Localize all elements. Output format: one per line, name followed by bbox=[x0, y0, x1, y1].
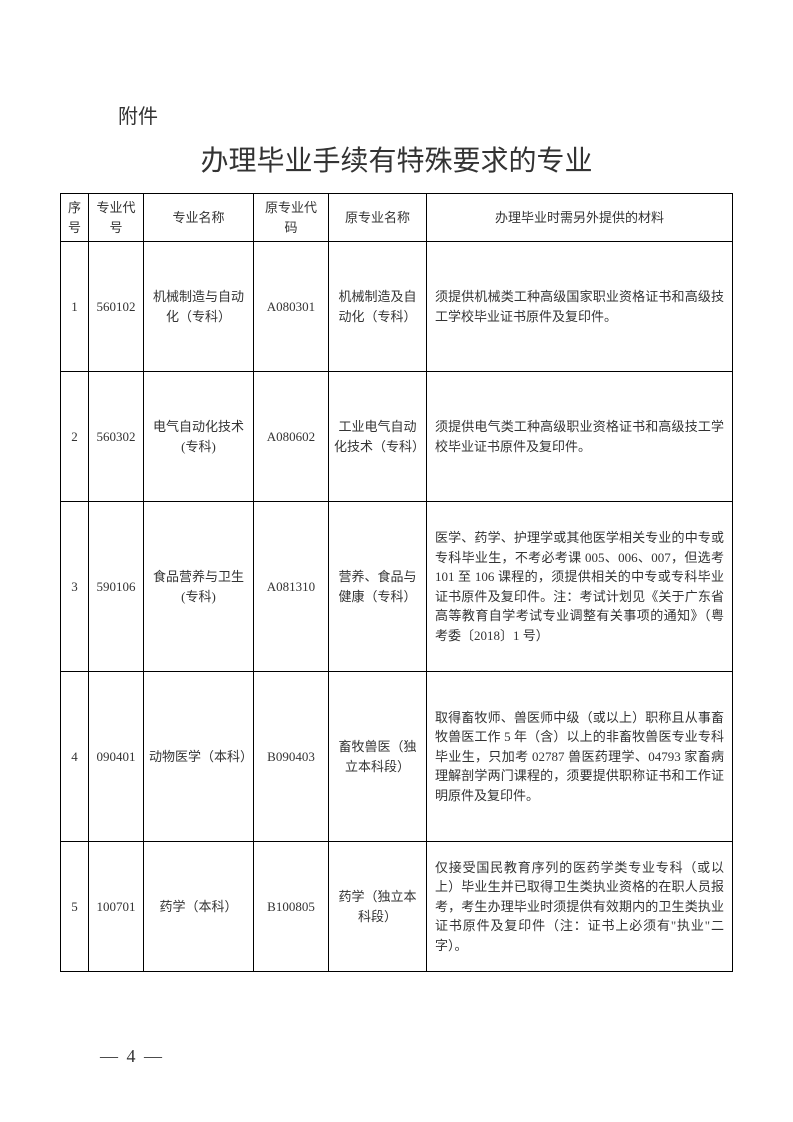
cell-orig-name: 营养、食品与健康（专科） bbox=[329, 502, 427, 672]
cell-name: 动物医学（本科） bbox=[144, 672, 254, 842]
cell-name: 食品营养与卫生(专科) bbox=[144, 502, 254, 672]
cell-seq: 3 bbox=[61, 502, 89, 672]
cell-seq: 1 bbox=[61, 242, 89, 372]
table-row: 1 560102 机械制造与自动化（专科） A080301 机械制造及自动化（专… bbox=[61, 242, 733, 372]
header-material: 办理毕业时需另外提供的材料 bbox=[427, 194, 733, 242]
cell-orig-name: 畜牧兽医（独立本科段） bbox=[329, 672, 427, 842]
cell-orig-code: B090403 bbox=[254, 672, 329, 842]
cell-material: 取得畜牧师、兽医师中级（或以上）职称且从事畜牧兽医工作 5 年（含）以上的非畜牧… bbox=[427, 672, 733, 842]
cell-orig-code: A080301 bbox=[254, 242, 329, 372]
header-name: 专业名称 bbox=[144, 194, 254, 242]
cell-material: 仅接受国民教育序列的医药学类专业专科（或以上）毕业生并已取得卫生类执业资格的在职… bbox=[427, 842, 733, 972]
cell-material: 须提供电气类工种高级职业资格证书和高级技工学校毕业证书原件及复印件。 bbox=[427, 372, 733, 502]
table-header-row: 序号 专业代号 专业名称 原专业代码 原专业名称 办理毕业时需另外提供的材料 bbox=[61, 194, 733, 242]
cell-orig-code: A080602 bbox=[254, 372, 329, 502]
cell-orig-code: B100805 bbox=[254, 842, 329, 972]
cell-orig-name: 机械制造及自动化（专科） bbox=[329, 242, 427, 372]
table-row: 2 560302 电气自动化技术(专科) A080602 工业电气自动化技术（专… bbox=[61, 372, 733, 502]
cell-name: 机械制造与自动化（专科） bbox=[144, 242, 254, 372]
cell-seq: 4 bbox=[61, 672, 89, 842]
cell-orig-name: 工业电气自动化技术（专科） bbox=[329, 372, 427, 502]
page-number: — 4 — bbox=[100, 1046, 164, 1067]
cell-code: 590106 bbox=[89, 502, 144, 672]
cell-code: 090401 bbox=[89, 672, 144, 842]
table-row: 4 090401 动物医学（本科） B090403 畜牧兽医（独立本科段） 取得… bbox=[61, 672, 733, 842]
cell-name: 药学（本科） bbox=[144, 842, 254, 972]
table-row: 5 100701 药学（本科） B100805 药学（独立本科段） 仅接受国民教… bbox=[61, 842, 733, 972]
cell-name: 电气自动化技术(专科) bbox=[144, 372, 254, 502]
header-code: 专业代号 bbox=[89, 194, 144, 242]
cell-code: 560302 bbox=[89, 372, 144, 502]
cell-seq: 5 bbox=[61, 842, 89, 972]
header-orig-code: 原专业代码 bbox=[254, 194, 329, 242]
cell-code: 100701 bbox=[89, 842, 144, 972]
cell-material: 须提供机械类工种高级国家职业资格证书和高级技工学校毕业证书原件及复印件。 bbox=[427, 242, 733, 372]
cell-orig-code: A081310 bbox=[254, 502, 329, 672]
requirements-table: 序号 专业代号 专业名称 原专业代码 原专业名称 办理毕业时需另外提供的材料 1… bbox=[60, 193, 733, 972]
attachment-label: 附件 bbox=[118, 100, 733, 129]
header-seq: 序号 bbox=[61, 194, 89, 242]
cell-orig-name: 药学（独立本科段） bbox=[329, 842, 427, 972]
header-orig-name: 原专业名称 bbox=[329, 194, 427, 242]
table-row: 3 590106 食品营养与卫生(专科) A081310 营养、食品与健康（专科… bbox=[61, 502, 733, 672]
cell-code: 560102 bbox=[89, 242, 144, 372]
cell-material: 医学、药学、护理学或其他医学相关专业的中专或专科毕业生，不考必考课 005、00… bbox=[427, 502, 733, 672]
page-title: 办理毕业手续有特殊要求的专业 bbox=[60, 139, 733, 179]
cell-seq: 2 bbox=[61, 372, 89, 502]
